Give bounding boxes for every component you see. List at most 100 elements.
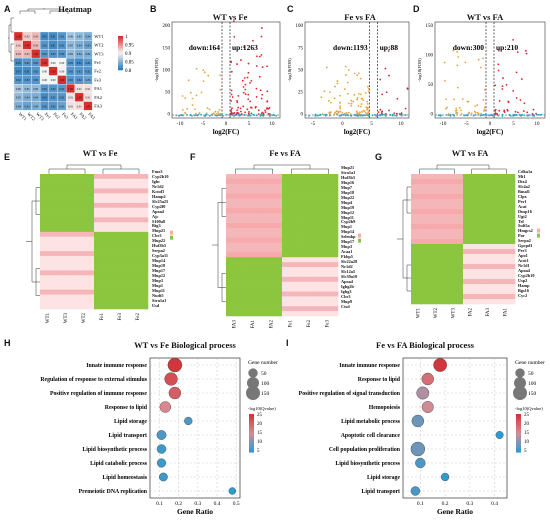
volcano-point-down [325,66,328,69]
heatmap-cell-value: 0.84 [16,105,21,108]
volcano-point-ns [501,113,504,116]
gene-heat-cell [244,286,264,292]
colorbar-tick: 0.9 [125,52,132,57]
gene-heat-cell [463,269,481,275]
gene-heat-cell [244,306,264,312]
gene-heat-cell [244,232,264,238]
gene-heat-cell [130,222,149,228]
colorbar-tick: 0.95 [125,44,134,49]
volcano-point-up [377,111,380,113]
volcano-point-ns [485,114,488,117]
color-legend-label: 10 [257,440,263,445]
gene-heat-cell [244,227,264,234]
gene-heat-cell [480,259,498,265]
gene-heat-cell [244,262,264,268]
volcano-point-up [250,112,253,115]
volcano-point-down [356,74,359,77]
sample-label: Fe3 [118,313,123,321]
gene-heat-cell [463,219,481,225]
sample-label: Fe1 [100,313,105,321]
color-legend-segment [249,450,254,453]
gene-heat-cell [94,217,113,223]
volcano-point-up [266,100,269,103]
gene-heat-cell [428,219,446,225]
go-term-label: Lipid transport [362,489,401,495]
volcano-point-up [230,93,233,96]
volcano-point-down [333,113,336,115]
volcano-point-ns [229,114,232,117]
gene-heat-cell [58,198,77,204]
volcano-point-down [346,92,349,95]
heatmap-cell-value: 0.92 [25,36,30,39]
gene-heat-cell [497,214,516,220]
gene-heat-cell [226,213,245,219]
enrichment-bubble [156,444,167,454]
gene-heat-cell [112,222,131,228]
x-tick-label: 10 [535,122,541,127]
gene-heat-cell [300,276,320,283]
gene-heat-cell [300,286,320,292]
sample-label: FA2 [469,308,474,317]
heatmap-cell-value: 0.85 [68,53,73,56]
volcano-point-down [474,105,476,107]
volcano-point-ns [186,113,188,116]
gene-heat-cell [300,213,320,219]
volcano-point-down [457,86,459,89]
gene-heat-cell [58,246,77,252]
volcano-point-up [406,88,409,90]
gene-heat-cell [300,262,320,268]
gene-heat-cell [480,224,498,230]
gene-heat-cell [244,178,264,185]
gene-heat-cell [130,202,149,209]
gene-heat-cell [497,174,516,180]
go-term-label: Lipid storage [367,475,400,481]
heatmap-cell-value: 0.91 [68,97,73,100]
volcano-point-up [379,108,382,111]
volcano-point-ns [383,113,386,116]
gene-heat-cell [445,214,464,220]
go-term-label: Lipid transport [109,433,148,439]
gene-heat-cell [300,247,320,253]
volcano-point-down [454,109,457,112]
plot-frame [171,21,281,119]
volcano-point-down [202,69,205,72]
volcano-point-up [260,112,263,115]
plot-frame [149,357,241,499]
volcano-point-down [194,112,197,115]
heatmap-cell-value: 0.81 [42,97,47,100]
volcano-point-down [359,93,362,96]
y-tick-label: 25 [298,90,304,95]
gene-heat-cell [76,198,95,204]
gene-heat-cell [411,194,429,200]
volcano-point-up [525,52,528,55]
colorbar-segment [118,49,123,52]
x-tick-label: -10 [440,122,447,127]
volcano-point-ns [260,113,262,116]
gene-heat-cell [226,257,245,263]
legend-swatch [170,230,173,235]
gene-heat-cell [112,241,131,247]
volcano-point-down [455,107,458,110]
color-legend-segment [249,445,254,448]
heatmap-cell-value: 0.82 [33,62,38,65]
volcano-point-ns [466,114,469,117]
volcano-point-ns [178,114,181,117]
color-legend-segment [516,414,521,417]
gene-heat-cell [94,227,113,233]
colorbar-segment [118,46,123,49]
volcano-plot-wt-vs-fe: 0 50 100 150 200 -10 -5 0 5 10 log2(FC) -log10(FDR)… [154,20,281,136]
gene-heat-cell [94,255,113,262]
gene-heat-cell [226,296,245,302]
gene-heat-cell [319,237,339,243]
gene-heat-cell [497,244,516,250]
correlation-heatmap: 1.00 0.92 0.93 0.81 0.81 0.82 0.86 0.85 0.840.92… [8,8,134,122]
gene-heat-cell [497,249,516,255]
go-term-label: Lipid metabolic process [341,419,401,425]
gene-labels-E: Fmo3 Cyp2b10 Ighc Nr1d2 Kcnd3 Hamp2 Slc2… [152,169,169,308]
gene-heat-cell [40,227,59,233]
volcano-point-down [333,97,336,100]
sample-label: WT1 [417,308,422,319]
volcano-point-up [250,106,253,109]
volcano-point-down [458,106,461,109]
volcano-point-down [335,110,338,113]
